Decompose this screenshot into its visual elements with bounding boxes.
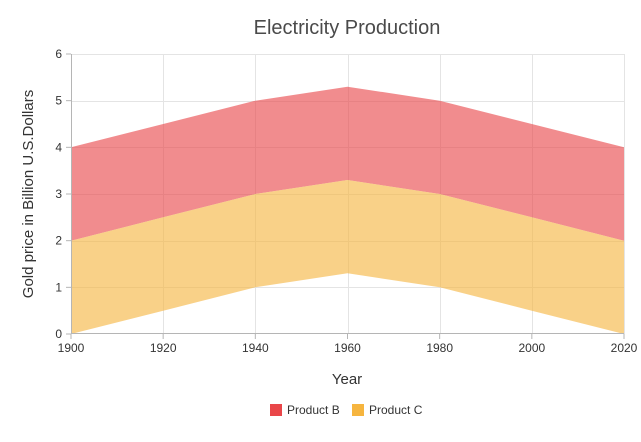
y-tick-label: 4 (55, 140, 62, 154)
plot-areas (71, 86, 624, 334)
y-tick-label: 2 (55, 234, 62, 248)
y-axis-title: Gold price in Billion U.S.Dollars (20, 90, 37, 298)
y-tick-label: 5 (55, 94, 62, 108)
x-tick-label: 2000 (518, 341, 545, 355)
legend: Product B Product C (270, 403, 423, 417)
legend-swatch-product-b (270, 404, 282, 416)
legend-label: Product B (287, 403, 340, 417)
area-series-product-c (71, 180, 624, 334)
y-tick-label: 0 (55, 327, 62, 341)
x-tick-label: 1920 (150, 341, 177, 355)
x-tick-label: 1980 (426, 341, 453, 355)
x-axis-title: Year (332, 371, 362, 388)
legend-label: Product C (369, 403, 423, 417)
x-axis-ticks: 1900 1920 1940 1960 1980 2000 2020 (58, 334, 638, 355)
x-tick-label: 1940 (242, 341, 269, 355)
y-tick-label: 6 (55, 47, 62, 61)
legend-swatch-product-c (352, 404, 364, 416)
y-tick-label: 3 (55, 187, 62, 201)
x-tick-label: 1900 (58, 341, 85, 355)
y-tick-label: 1 (55, 280, 62, 294)
y-axis-ticks: 0 1 2 3 4 5 6 (55, 47, 71, 341)
x-tick-label: 1960 (334, 341, 361, 355)
x-tick-label: 2020 (611, 341, 638, 355)
chart-title: Electricity Production (254, 17, 441, 39)
area-series-product-b (71, 86, 624, 241)
